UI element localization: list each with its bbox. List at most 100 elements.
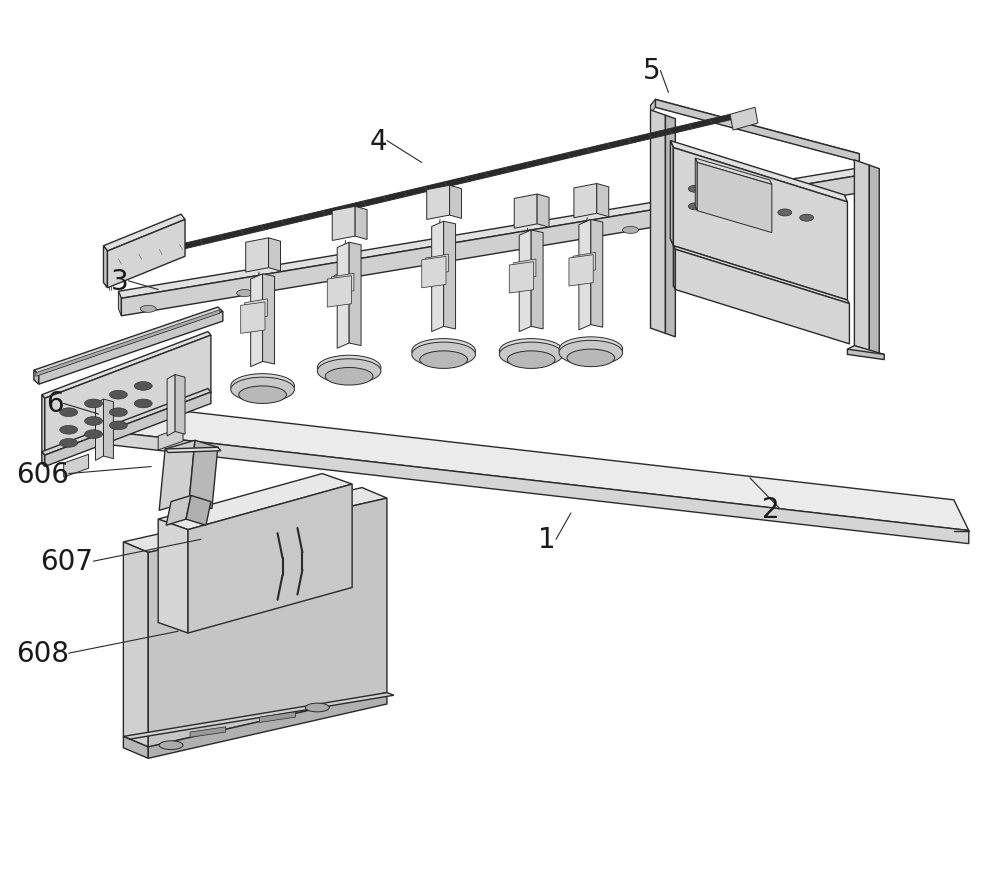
Polygon shape: [158, 520, 188, 633]
Ellipse shape: [420, 351, 467, 369]
Polygon shape: [121, 176, 857, 316]
Polygon shape: [103, 247, 107, 289]
Polygon shape: [42, 452, 45, 467]
Polygon shape: [349, 243, 361, 346]
Polygon shape: [45, 392, 211, 467]
Ellipse shape: [733, 198, 747, 205]
Polygon shape: [118, 115, 735, 264]
Polygon shape: [513, 260, 536, 281]
Text: 6: 6: [46, 390, 64, 418]
Polygon shape: [123, 737, 148, 759]
Text: 5: 5: [643, 57, 660, 85]
Ellipse shape: [134, 399, 152, 408]
Ellipse shape: [317, 356, 381, 380]
Ellipse shape: [719, 212, 735, 219]
Polygon shape: [166, 496, 191, 526]
Polygon shape: [651, 100, 655, 114]
Ellipse shape: [60, 408, 78, 417]
Polygon shape: [695, 159, 772, 185]
Polygon shape: [118, 292, 121, 316]
Text: 607: 607: [41, 548, 94, 575]
Ellipse shape: [499, 339, 563, 363]
Polygon shape: [123, 488, 387, 553]
Ellipse shape: [85, 417, 102, 426]
Polygon shape: [450, 186, 462, 220]
Polygon shape: [167, 375, 175, 436]
Polygon shape: [426, 255, 448, 277]
Polygon shape: [531, 231, 543, 329]
Polygon shape: [263, 275, 275, 364]
Polygon shape: [569, 255, 593, 287]
Ellipse shape: [711, 210, 725, 217]
Text: 1: 1: [538, 526, 556, 554]
Ellipse shape: [109, 408, 127, 417]
Ellipse shape: [430, 259, 446, 266]
Polygon shape: [869, 166, 879, 355]
Polygon shape: [519, 231, 531, 332]
Polygon shape: [94, 430, 969, 544]
Polygon shape: [42, 389, 211, 456]
Polygon shape: [432, 222, 444, 332]
Polygon shape: [107, 220, 185, 289]
Ellipse shape: [688, 186, 702, 193]
Polygon shape: [514, 195, 537, 229]
Polygon shape: [42, 395, 45, 457]
Ellipse shape: [85, 430, 102, 439]
Ellipse shape: [231, 378, 294, 402]
Polygon shape: [591, 220, 603, 327]
Polygon shape: [444, 222, 456, 329]
Polygon shape: [34, 371, 39, 385]
Polygon shape: [39, 312, 223, 385]
Polygon shape: [579, 220, 591, 330]
Polygon shape: [189, 441, 218, 509]
Polygon shape: [730, 108, 758, 131]
Polygon shape: [337, 243, 349, 349]
Ellipse shape: [733, 215, 747, 222]
Polygon shape: [574, 184, 597, 219]
Polygon shape: [673, 247, 675, 291]
Polygon shape: [655, 100, 859, 162]
Ellipse shape: [559, 337, 623, 362]
Polygon shape: [251, 275, 263, 367]
Polygon shape: [573, 253, 596, 275]
Text: 4: 4: [369, 127, 387, 155]
Ellipse shape: [333, 275, 349, 282]
Ellipse shape: [688, 204, 702, 211]
Polygon shape: [427, 186, 450, 220]
Ellipse shape: [85, 399, 102, 408]
Text: 2: 2: [762, 495, 780, 523]
Polygon shape: [79, 399, 94, 443]
Polygon shape: [118, 260, 123, 269]
Polygon shape: [670, 141, 673, 247]
Polygon shape: [670, 141, 847, 203]
Polygon shape: [847, 349, 884, 360]
Ellipse shape: [778, 210, 792, 217]
Polygon shape: [188, 485, 352, 633]
Ellipse shape: [526, 243, 542, 250]
Polygon shape: [158, 474, 352, 530]
Ellipse shape: [711, 192, 725, 199]
Text: 608: 608: [16, 639, 69, 667]
Ellipse shape: [412, 342, 475, 367]
Ellipse shape: [623, 227, 639, 234]
Polygon shape: [422, 257, 446, 289]
Polygon shape: [260, 712, 295, 723]
Polygon shape: [697, 163, 772, 234]
Ellipse shape: [231, 374, 294, 399]
Polygon shape: [651, 111, 665, 334]
Polygon shape: [148, 693, 387, 759]
Polygon shape: [355, 207, 367, 241]
Polygon shape: [79, 399, 969, 531]
Polygon shape: [245, 299, 267, 320]
Polygon shape: [651, 100, 859, 161]
Text: 3: 3: [111, 268, 128, 295]
Polygon shape: [665, 116, 675, 337]
Polygon shape: [847, 346, 884, 358]
Ellipse shape: [800, 215, 814, 222]
Polygon shape: [45, 335, 211, 457]
Polygon shape: [509, 263, 534, 294]
Polygon shape: [675, 250, 849, 344]
Ellipse shape: [559, 341, 623, 365]
Polygon shape: [103, 399, 113, 459]
Polygon shape: [854, 161, 869, 351]
